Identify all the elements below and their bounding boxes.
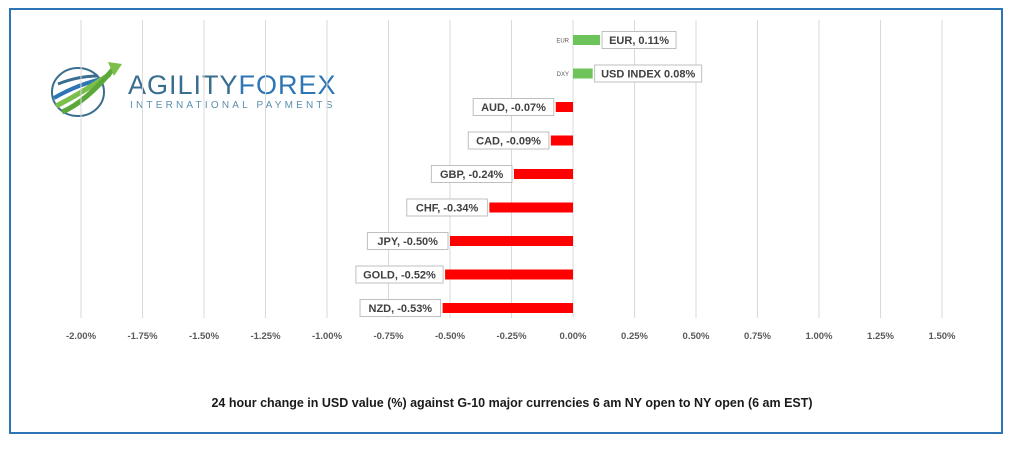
x-tick-label: -1.25% xyxy=(250,331,281,342)
data-label-box xyxy=(594,64,703,83)
bar-jpy xyxy=(450,236,573,246)
data-label-box xyxy=(355,265,444,284)
data-label: JPY, -0.50% xyxy=(377,236,438,248)
x-tick-label: 0.25% xyxy=(621,331,648,342)
x-tick-label: -0.25% xyxy=(496,331,527,342)
data-label: GOLD, -0.52% xyxy=(363,270,436,282)
bar-eur xyxy=(573,35,601,45)
data-label: USD INDEX 0.08% xyxy=(601,69,695,81)
data-label-box xyxy=(359,299,442,317)
bar-cad xyxy=(550,135,573,146)
x-tick-label: 0.50% xyxy=(683,331,710,342)
bar-gold xyxy=(445,269,573,280)
x-tick-label: 1.00% xyxy=(806,331,833,342)
data-label-box xyxy=(467,131,550,150)
x-tick-label: 1.50% xyxy=(929,331,956,342)
x-tick-label: -0.75% xyxy=(373,331,404,342)
bar-nzd xyxy=(442,303,573,313)
y-tick-label: DXY xyxy=(557,72,569,78)
chart-frame xyxy=(9,8,1003,434)
data-label: NZD, -0.53% xyxy=(369,303,433,315)
data-label-box xyxy=(406,198,488,217)
x-tick-label: -0.50% xyxy=(435,331,466,342)
data-label-box xyxy=(472,98,555,116)
data-label-box xyxy=(366,232,449,250)
data-label-box xyxy=(430,165,513,183)
x-tick-label: -2.00% xyxy=(66,331,97,342)
bars: EUR EUR, 0.11% DXY USD INDEX 0.08% AUD, -0.0… xyxy=(355,31,703,317)
x-axis-ticks: -2.00% -1.75% -1.50% -1.25% -1.00% -0.75% -0.5… xyxy=(66,331,956,342)
bar-aud xyxy=(555,102,573,112)
x-tick-label: 0.75% xyxy=(744,331,771,342)
logo-wordmark: AGILITYFOREX xyxy=(128,70,337,100)
bar-gbp xyxy=(513,169,573,179)
x-tick-label: -1.00% xyxy=(312,331,343,342)
logo-tagline: INTERNATIONAL PAYMENTS xyxy=(130,100,336,111)
x-tick-label: 1.25% xyxy=(867,331,894,342)
y-tick-label: EUR xyxy=(556,39,569,45)
agility-forex-logo: AGILITYFOREX INTERNATIONAL PAYMENTS xyxy=(48,54,338,124)
data-label: GBP, -0.24% xyxy=(440,169,504,181)
data-label: EUR, 0.11% xyxy=(609,35,669,47)
data-label-box xyxy=(601,31,677,49)
bar-chf xyxy=(489,202,573,213)
swoosh-globe-icon xyxy=(51,62,122,117)
data-label: CHF, -0.34% xyxy=(416,203,479,215)
bar-dxy xyxy=(573,68,593,79)
chart-caption: 24 hour change in USD value (%) against … xyxy=(211,396,813,410)
data-label: AUD, -0.07% xyxy=(481,102,546,114)
x-tick-label: 0.00% xyxy=(560,331,587,342)
x-tick-label: -1.50% xyxy=(189,331,220,342)
x-tick-label: -1.75% xyxy=(127,331,158,342)
data-label: CAD, -0.09% xyxy=(476,136,541,148)
